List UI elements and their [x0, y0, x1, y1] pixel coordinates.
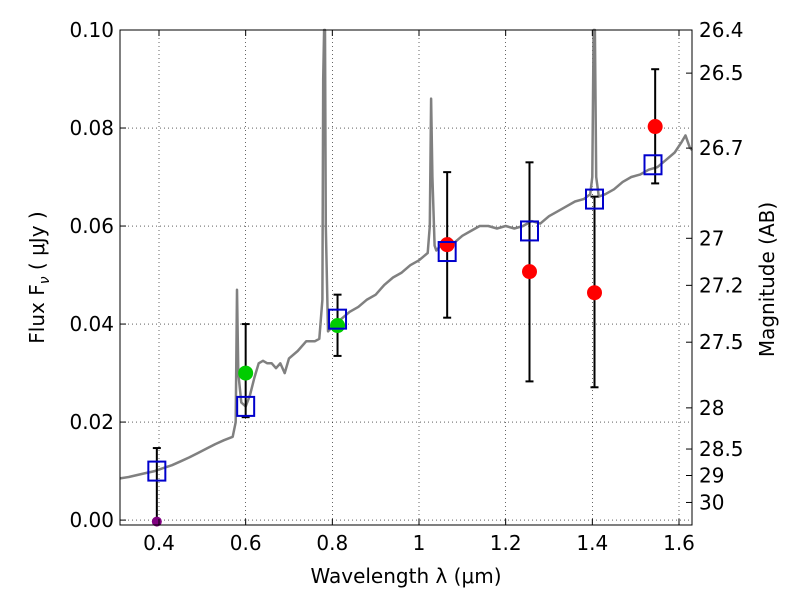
y-tick-label: 0.08	[69, 116, 114, 140]
y-axis-label-unit: ( μJy )	[25, 211, 49, 276]
observed-point	[647, 119, 663, 135]
x-tick-label: 1.4	[576, 531, 608, 555]
magnitude-tick-label: 27.2	[699, 273, 744, 297]
right-axis-label-magnitude: Magnitude (AB)	[755, 202, 779, 357]
model-band-point	[643, 154, 663, 176]
x-tick-label: 0.6	[230, 531, 262, 555]
model-spectrum	[119, 28, 693, 480]
y-tick-label: 0.02	[69, 410, 114, 434]
y-tick-label: 0.06	[69, 214, 114, 238]
observed-point	[439, 237, 455, 253]
model-band-point	[585, 188, 604, 210]
magnitude-tick-label: 30	[699, 490, 724, 514]
x-tick-label: 0.8	[316, 531, 348, 555]
x-tick-label: 1.6	[663, 531, 695, 555]
magnitude-tick-label: 27.5	[699, 330, 744, 354]
model-band-point	[147, 460, 167, 482]
x-axis-label: Wavelength λ (μm)	[310, 564, 501, 588]
y-tick-label: 0.10	[69, 18, 114, 42]
model-band-point	[520, 220, 539, 242]
model-band-point	[437, 241, 457, 263]
x-tick-label: 1.2	[490, 531, 522, 555]
plot-frame	[119, 29, 693, 526]
error-bars	[152, 68, 660, 522]
observed-point	[522, 264, 537, 280]
magnitude-tick-label: 26.4	[699, 18, 744, 42]
model-band-point	[236, 395, 256, 417]
observed-point	[330, 318, 346, 334]
magnitude-tick-label: 28.5	[699, 437, 744, 461]
y-tick-label: 0.00	[69, 508, 114, 532]
x-tick-label: 0.4	[143, 531, 175, 555]
axis-ticks: 0.4 0.6 0.8 1 1.2 1.4 1.6 0.00 0.02 0.04 0.06 0.08 0…	[69, 18, 743, 555]
magnitude-tick-label: 26.5	[699, 61, 744, 85]
y-axis-label-main: Flux F	[25, 284, 49, 343]
y-tick-label: 0.04	[69, 312, 114, 336]
observed-point	[238, 365, 254, 381]
model-band-points	[147, 154, 663, 482]
magnitude-tick-label: 29	[699, 464, 724, 488]
y-axis-label-subscript: ν	[37, 276, 53, 284]
y-axis-label: Flux Fν ( μJy )	[25, 211, 53, 343]
magnitude-tick-label: 27	[699, 226, 724, 250]
model-band-point	[328, 308, 348, 330]
grid	[120, 29, 692, 525]
model-spectrum-line	[119, 28, 693, 480]
observed-point	[587, 285, 602, 301]
magnitude-tick-label: 26.7	[699, 136, 744, 160]
observed-points	[151, 119, 663, 527]
magnitude-tick-label: 28	[699, 396, 724, 420]
x-tick-label: 1	[413, 531, 426, 555]
